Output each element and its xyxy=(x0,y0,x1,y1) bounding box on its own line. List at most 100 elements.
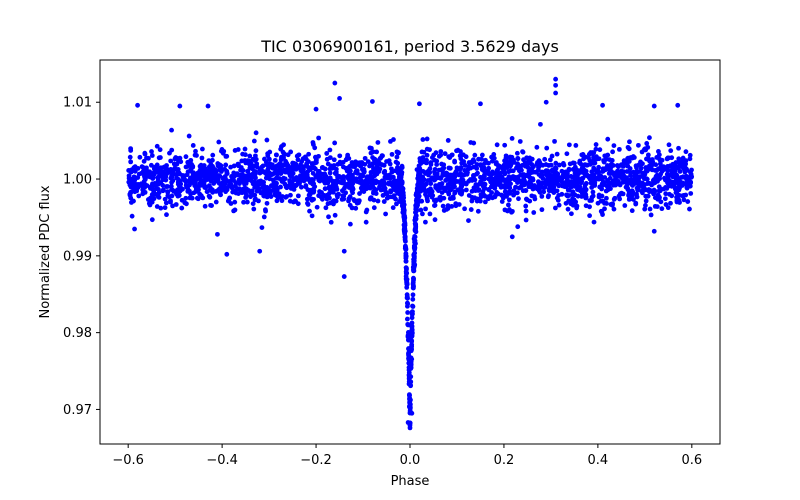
data-point xyxy=(190,143,196,148)
data-point xyxy=(155,175,161,181)
data-point xyxy=(663,191,669,197)
data-point xyxy=(430,193,436,198)
data-point xyxy=(405,334,411,340)
data-point xyxy=(149,153,155,158)
data-point xyxy=(421,149,427,155)
data-point xyxy=(612,195,618,201)
data-point xyxy=(232,199,238,205)
data-point xyxy=(475,208,481,214)
data-point xyxy=(390,205,396,211)
data-point xyxy=(404,316,410,322)
data-point xyxy=(443,177,449,183)
data-point xyxy=(666,142,672,148)
data-point xyxy=(165,189,170,195)
data-point xyxy=(402,234,408,240)
data-point xyxy=(481,176,487,182)
data-point xyxy=(314,157,319,163)
data-point xyxy=(406,378,412,384)
data-point xyxy=(375,198,381,204)
data-point xyxy=(411,264,416,270)
data-point xyxy=(596,192,602,198)
data-point xyxy=(506,197,512,203)
data-point xyxy=(521,157,526,163)
data-point xyxy=(448,172,454,178)
data-point xyxy=(385,180,391,186)
x-tick-label: 0.0 xyxy=(400,453,421,468)
data-point xyxy=(553,160,559,166)
y-tick-label: 0.97 xyxy=(63,403,92,418)
data-point xyxy=(424,146,430,152)
data-point xyxy=(548,157,553,163)
data-point xyxy=(591,180,597,185)
data-point xyxy=(381,199,387,204)
data-point xyxy=(569,211,574,217)
data-point xyxy=(452,190,458,196)
data-point xyxy=(350,190,355,196)
data-point xyxy=(645,181,650,186)
data-point xyxy=(381,181,387,187)
data-point xyxy=(454,148,459,154)
data-point xyxy=(157,147,163,153)
data-point xyxy=(307,191,313,197)
data-point xyxy=(426,168,432,174)
data-point xyxy=(137,154,143,160)
data-point xyxy=(680,180,686,186)
data-point xyxy=(380,153,385,159)
data-point xyxy=(648,163,654,168)
data-point xyxy=(507,154,513,160)
data-point xyxy=(129,167,134,173)
data-point xyxy=(624,185,630,190)
data-point xyxy=(656,188,662,194)
data-point xyxy=(417,159,423,164)
data-point xyxy=(141,179,147,184)
data-point xyxy=(206,172,212,178)
data-point xyxy=(175,193,181,199)
data-point xyxy=(680,174,686,180)
data-point xyxy=(463,187,469,193)
data-point xyxy=(212,171,218,177)
data-point xyxy=(151,169,157,175)
data-point xyxy=(312,145,318,151)
data-point xyxy=(388,138,393,144)
data-point xyxy=(399,163,405,169)
data-point xyxy=(659,157,665,163)
data-point xyxy=(636,142,641,148)
data-point xyxy=(428,181,434,187)
data-point xyxy=(185,188,191,194)
data-point xyxy=(296,152,302,158)
data-point xyxy=(564,151,570,157)
data-point xyxy=(167,150,172,156)
data-point xyxy=(383,190,389,195)
data-point xyxy=(327,147,333,153)
data-point xyxy=(323,205,329,211)
data-point xyxy=(667,191,672,197)
data-point xyxy=(433,150,439,156)
data-point xyxy=(169,180,175,185)
data-point xyxy=(251,163,256,169)
data-point xyxy=(316,193,322,199)
data-point xyxy=(274,198,280,204)
data-point xyxy=(213,188,219,194)
data-point xyxy=(241,199,246,205)
data-point xyxy=(433,185,439,190)
data-point xyxy=(604,201,609,206)
data-point xyxy=(208,178,214,184)
data-point xyxy=(449,204,455,209)
data-point xyxy=(217,191,223,196)
data-point xyxy=(523,203,529,209)
data-point xyxy=(185,169,191,175)
data-point xyxy=(319,165,325,171)
data-point xyxy=(291,161,297,166)
data-point xyxy=(515,155,521,161)
data-point xyxy=(455,187,461,193)
data-point xyxy=(403,276,409,282)
data-point xyxy=(238,165,244,170)
data-point xyxy=(139,164,145,170)
data-point xyxy=(657,161,663,167)
data-point xyxy=(605,187,611,193)
data-point xyxy=(293,166,299,172)
data-point xyxy=(574,205,580,211)
data-point xyxy=(549,153,555,159)
data-point xyxy=(581,156,586,162)
data-point xyxy=(209,203,214,209)
